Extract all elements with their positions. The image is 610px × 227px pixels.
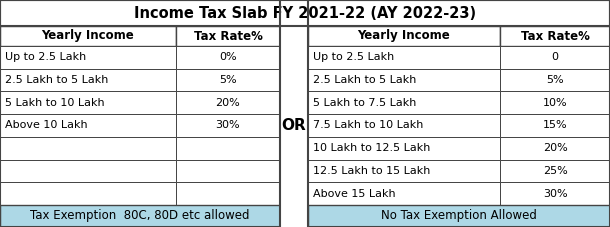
Text: 0: 0 xyxy=(551,52,559,62)
Bar xyxy=(280,26,308,46)
Bar xyxy=(308,46,500,69)
Bar xyxy=(308,69,500,91)
Bar xyxy=(500,160,610,182)
Bar xyxy=(308,0,610,227)
Bar xyxy=(308,205,610,227)
Bar xyxy=(280,46,308,69)
Text: 0%: 0% xyxy=(219,52,237,62)
Bar xyxy=(0,69,176,91)
Bar xyxy=(308,137,500,160)
Bar xyxy=(0,26,176,46)
Text: Above 15 Lakh: Above 15 Lakh xyxy=(313,189,396,199)
Bar xyxy=(280,137,308,160)
Bar xyxy=(0,46,176,69)
Bar xyxy=(280,160,308,182)
Bar xyxy=(0,0,610,26)
Bar xyxy=(500,91,610,114)
Text: Up to 2.5 Lakh: Up to 2.5 Lakh xyxy=(313,52,394,62)
Text: 5 Lakh to 7.5 Lakh: 5 Lakh to 7.5 Lakh xyxy=(313,98,417,108)
Bar xyxy=(280,69,308,91)
Text: Tax Exemption  80C, 80D etc allowed: Tax Exemption 80C, 80D etc allowed xyxy=(30,210,249,222)
Text: Income Tax Slab FY 2021-22 (AY 2022-23): Income Tax Slab FY 2021-22 (AY 2022-23) xyxy=(134,5,476,20)
Text: 5%: 5% xyxy=(546,75,564,85)
Bar xyxy=(0,91,176,114)
Bar xyxy=(176,26,280,46)
Bar xyxy=(176,137,280,160)
Text: OR: OR xyxy=(282,118,306,133)
Text: 7.5 Lakh to 10 Lakh: 7.5 Lakh to 10 Lakh xyxy=(313,121,423,131)
Text: Tax Rate%: Tax Rate% xyxy=(520,30,589,42)
Bar xyxy=(500,137,610,160)
Bar xyxy=(500,114,610,137)
Text: Yearly Income: Yearly Income xyxy=(41,30,134,42)
Bar xyxy=(280,182,308,205)
Text: 2.5 Lakh to 5 Lakh: 2.5 Lakh to 5 Lakh xyxy=(5,75,109,85)
Text: 30%: 30% xyxy=(543,189,567,199)
Text: Up to 2.5 Lakh: Up to 2.5 Lakh xyxy=(5,52,86,62)
Text: 20%: 20% xyxy=(543,143,567,153)
Bar xyxy=(0,182,176,205)
Bar xyxy=(176,160,280,182)
Bar xyxy=(0,160,176,182)
Text: 12.5 Lakh to 15 Lakh: 12.5 Lakh to 15 Lakh xyxy=(313,166,431,176)
Bar xyxy=(0,0,280,227)
Bar xyxy=(280,114,308,137)
Text: 10%: 10% xyxy=(543,98,567,108)
Bar xyxy=(308,182,500,205)
Text: Yearly Income: Yearly Income xyxy=(357,30,450,42)
Text: Above 10 Lakh: Above 10 Lakh xyxy=(5,121,88,131)
Bar xyxy=(308,160,500,182)
Text: Tax Rate%: Tax Rate% xyxy=(193,30,262,42)
Bar xyxy=(500,182,610,205)
Bar xyxy=(280,205,308,227)
Text: 15%: 15% xyxy=(543,121,567,131)
Bar xyxy=(500,26,610,46)
Text: 25%: 25% xyxy=(543,166,567,176)
Bar xyxy=(308,26,500,46)
Bar xyxy=(176,69,280,91)
Bar xyxy=(176,91,280,114)
Bar xyxy=(176,46,280,69)
Bar xyxy=(500,69,610,91)
Bar xyxy=(0,0,610,26)
Text: 5%: 5% xyxy=(219,75,237,85)
Bar xyxy=(0,137,176,160)
Text: No Tax Exemption Allowed: No Tax Exemption Allowed xyxy=(381,210,537,222)
Bar xyxy=(176,114,280,137)
Text: 2.5 Lakh to 5 Lakh: 2.5 Lakh to 5 Lakh xyxy=(313,75,417,85)
Text: 30%: 30% xyxy=(216,121,240,131)
Bar xyxy=(308,114,500,137)
Bar xyxy=(0,114,176,137)
Bar xyxy=(176,182,280,205)
Bar xyxy=(280,91,308,114)
Bar xyxy=(308,91,500,114)
Text: 20%: 20% xyxy=(215,98,240,108)
Text: 5 Lakh to 10 Lakh: 5 Lakh to 10 Lakh xyxy=(5,98,105,108)
Bar xyxy=(0,205,280,227)
Bar xyxy=(500,46,610,69)
Text: 10 Lakh to 12.5 Lakh: 10 Lakh to 12.5 Lakh xyxy=(313,143,431,153)
